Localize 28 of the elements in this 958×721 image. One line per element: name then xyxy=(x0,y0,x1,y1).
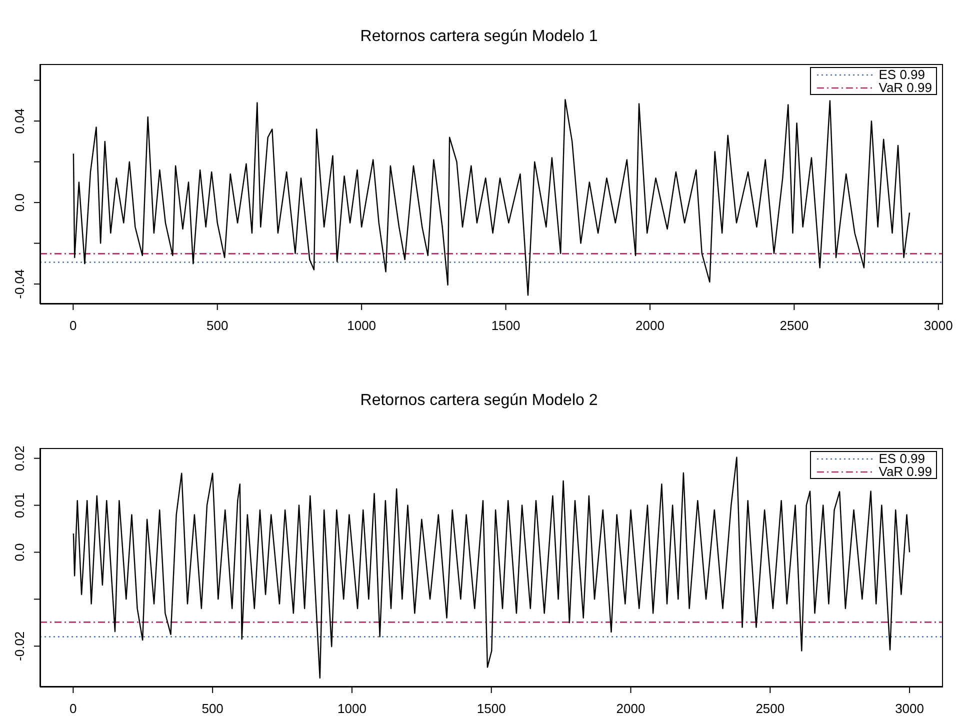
y-tick-label: 0.01 xyxy=(12,492,27,518)
x-tick-label: 500 xyxy=(202,701,224,716)
legend-label: ES 0.99 xyxy=(878,451,926,466)
x-tick-label: 3000 xyxy=(895,701,924,716)
y-tick-label: 0.04 xyxy=(12,108,27,134)
x-tick-label: 1000 xyxy=(347,318,376,333)
x-tick-label: 2500 xyxy=(780,318,809,333)
y-tick-label: 0.0 xyxy=(12,194,27,212)
x-tick-label: 2000 xyxy=(616,701,646,716)
x-tick-label: 1500 xyxy=(491,318,520,333)
chart-title: Retornos cartera según Modelo 2 xyxy=(359,392,599,410)
x-tick-label: 0 xyxy=(70,701,77,716)
chart-title: Retornos cartera según Modelo 1 xyxy=(359,28,599,46)
y-tick-label: 0.0 xyxy=(12,543,27,562)
legend-label: VaR 0.99 xyxy=(878,80,932,95)
y-tick-label: -0.04 xyxy=(12,269,27,299)
x-tick-label: 3000 xyxy=(924,318,953,333)
x-tick-label: 500 xyxy=(206,318,228,333)
x-tick-label: 1500 xyxy=(476,701,506,716)
x-tick-label: 2000 xyxy=(636,318,664,333)
line-series xyxy=(72,99,910,296)
y-tick-label: 0.02 xyxy=(12,446,27,471)
x-tick-label: 0 xyxy=(70,318,77,333)
y-tick-label: -0.02 xyxy=(12,631,27,661)
x-tick-label: 2500 xyxy=(756,701,785,716)
legend-label: ES 0.99 xyxy=(878,67,926,82)
x-tick-label: 1000 xyxy=(338,701,366,716)
legend-label: VaR 0.99 xyxy=(878,464,932,479)
